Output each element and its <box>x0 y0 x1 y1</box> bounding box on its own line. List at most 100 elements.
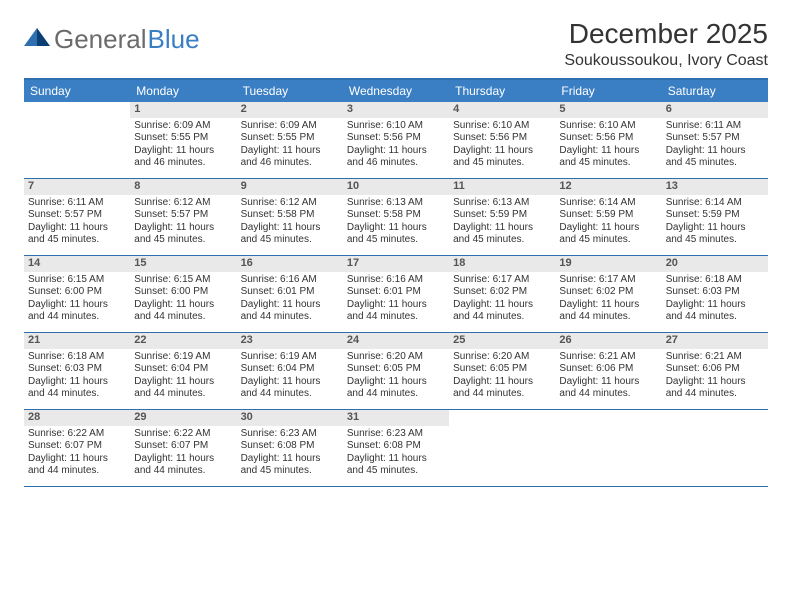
brand-part2: Blue <box>148 24 200 55</box>
sunrise-text: Sunrise: 6:21 AM <box>559 351 657 364</box>
dow-monday: Monday <box>130 80 236 102</box>
day-cell: 19Sunrise: 6:17 AMSunset: 6:02 PMDayligh… <box>555 256 661 332</box>
sunset-text: Sunset: 5:59 PM <box>453 209 551 222</box>
day-cell: 3Sunrise: 6:10 AMSunset: 5:56 PMDaylight… <box>343 102 449 178</box>
sunset-text: Sunset: 6:02 PM <box>453 286 551 299</box>
day-cell: 14Sunrise: 6:15 AMSunset: 6:00 PMDayligh… <box>24 256 130 332</box>
sunrise-text: Sunrise: 6:13 AM <box>453 197 551 210</box>
day-cell <box>555 410 661 486</box>
day-cell: 13Sunrise: 6:14 AMSunset: 5:59 PMDayligh… <box>662 179 768 255</box>
day-number: 11 <box>449 179 555 195</box>
sunset-text: Sunset: 6:00 PM <box>28 286 126 299</box>
daylight-text: Daylight: 11 hours <box>241 299 339 312</box>
sunset-text: Sunset: 6:05 PM <box>347 363 445 376</box>
daylight-text: Daylight: 11 hours <box>28 453 126 466</box>
daylight-text: Daylight: 11 hours <box>453 145 551 158</box>
daylight-text: Daylight: 11 hours <box>347 453 445 466</box>
sunrise-text: Sunrise: 6:10 AM <box>453 120 551 133</box>
day-cell: 1Sunrise: 6:09 AMSunset: 5:55 PMDaylight… <box>130 102 236 178</box>
sunrise-text: Sunrise: 6:18 AM <box>666 274 764 287</box>
logo-mark-icon <box>24 22 50 53</box>
day-number: 28 <box>24 410 130 426</box>
sunset-text: Sunset: 5:59 PM <box>666 209 764 222</box>
daylight-text: and 45 minutes. <box>453 234 551 247</box>
day-cell: 15Sunrise: 6:15 AMSunset: 6:00 PMDayligh… <box>130 256 236 332</box>
daylight-text: Daylight: 11 hours <box>134 299 232 312</box>
daylight-text: and 44 minutes. <box>241 388 339 401</box>
day-number: 1 <box>130 102 236 118</box>
brand-part1: General <box>54 24 147 55</box>
day-cell: 21Sunrise: 6:18 AMSunset: 6:03 PMDayligh… <box>24 333 130 409</box>
sunset-text: Sunset: 5:56 PM <box>559 132 657 145</box>
sunset-text: Sunset: 6:02 PM <box>559 286 657 299</box>
dow-wednesday: Wednesday <box>343 80 449 102</box>
sunrise-text: Sunrise: 6:13 AM <box>347 197 445 210</box>
daylight-text: and 44 minutes. <box>347 311 445 324</box>
dow-tuesday: Tuesday <box>237 80 343 102</box>
sunset-text: Sunset: 5:58 PM <box>347 209 445 222</box>
sunrise-text: Sunrise: 6:23 AM <box>347 428 445 441</box>
daylight-text: Daylight: 11 hours <box>347 299 445 312</box>
day-number: 21 <box>24 333 130 349</box>
sunset-text: Sunset: 5:59 PM <box>559 209 657 222</box>
day-number: 30 <box>237 410 343 426</box>
week-row: 1Sunrise: 6:09 AMSunset: 5:55 PMDaylight… <box>24 102 768 179</box>
daylight-text: Daylight: 11 hours <box>559 222 657 235</box>
location-label: Soukoussoukou, Ivory Coast <box>564 52 768 70</box>
daylight-text: and 44 minutes. <box>134 388 232 401</box>
day-number: 10 <box>343 179 449 195</box>
sunset-text: Sunset: 6:00 PM <box>134 286 232 299</box>
day-number: 8 <box>130 179 236 195</box>
daylight-text: and 45 minutes. <box>241 234 339 247</box>
day-cell: 26Sunrise: 6:21 AMSunset: 6:06 PMDayligh… <box>555 333 661 409</box>
sunrise-text: Sunrise: 6:11 AM <box>666 120 764 133</box>
sunrise-text: Sunrise: 6:19 AM <box>134 351 232 364</box>
day-cell: 25Sunrise: 6:20 AMSunset: 6:05 PMDayligh… <box>449 333 555 409</box>
title-block: December 2025 Soukoussoukou, Ivory Coast <box>564 18 768 70</box>
daylight-text: Daylight: 11 hours <box>241 376 339 389</box>
week-row: 7Sunrise: 6:11 AMSunset: 5:57 PMDaylight… <box>24 179 768 256</box>
sunset-text: Sunset: 6:07 PM <box>28 440 126 453</box>
day-number: 17 <box>343 256 449 272</box>
daylight-text: Daylight: 11 hours <box>666 222 764 235</box>
sunrise-text: Sunrise: 6:22 AM <box>134 428 232 441</box>
day-cell: 23Sunrise: 6:19 AMSunset: 6:04 PMDayligh… <box>237 333 343 409</box>
sunrise-text: Sunrise: 6:21 AM <box>666 351 764 364</box>
daylight-text: Daylight: 11 hours <box>134 222 232 235</box>
sunset-text: Sunset: 6:07 PM <box>134 440 232 453</box>
daylight-text: Daylight: 11 hours <box>241 453 339 466</box>
day-number: 12 <box>555 179 661 195</box>
day-cell: 8Sunrise: 6:12 AMSunset: 5:57 PMDaylight… <box>130 179 236 255</box>
day-number: 25 <box>449 333 555 349</box>
daylight-text: and 45 minutes. <box>241 465 339 478</box>
sunrise-text: Sunrise: 6:23 AM <box>241 428 339 441</box>
daylight-text: and 44 minutes. <box>559 311 657 324</box>
day-number: 13 <box>662 179 768 195</box>
daylight-text: and 44 minutes. <box>666 311 764 324</box>
day-cell: 11 Sunrise: 6:13 AMSunset: 5:59 PMDayligh… <box>449 179 555 255</box>
daylight-text: Daylight: 11 hours <box>453 222 551 235</box>
sunrise-text: Sunrise: 6:16 AM <box>241 274 339 287</box>
daylight-text: and 45 minutes. <box>134 234 232 247</box>
daylight-text: Daylight: 11 hours <box>559 145 657 158</box>
daylight-text: and 45 minutes. <box>666 157 764 170</box>
daylight-text: Daylight: 11 hours <box>28 299 126 312</box>
sunrise-text: Sunrise: 6:22 AM <box>28 428 126 441</box>
sunset-text: Sunset: 5:57 PM <box>666 132 764 145</box>
brand-logo: GeneralBlue <box>24 18 200 55</box>
sunrise-text: Sunrise: 6:17 AM <box>559 274 657 287</box>
sunrise-text: Sunrise: 6:11 AM <box>28 197 126 210</box>
sunrise-text: Sunrise: 6:18 AM <box>28 351 126 364</box>
daylight-text: Daylight: 11 hours <box>134 145 232 158</box>
daylight-text: Daylight: 11 hours <box>241 145 339 158</box>
day-number: 3 <box>343 102 449 118</box>
sunset-text: Sunset: 6:04 PM <box>134 363 232 376</box>
day-number: 5 <box>555 102 661 118</box>
day-cell <box>24 102 130 178</box>
day-cell: 10Sunrise: 6:13 AMSunset: 5:58 PMDayligh… <box>343 179 449 255</box>
day-cell: 31Sunrise: 6:23 AMSunset: 6:08 PMDayligh… <box>343 410 449 486</box>
daylight-text: Daylight: 11 hours <box>347 145 445 158</box>
daylight-text: and 45 minutes. <box>666 234 764 247</box>
daylight-text: Daylight: 11 hours <box>28 376 126 389</box>
day-cell: 30Sunrise: 6:23 AMSunset: 6:08 PMDayligh… <box>237 410 343 486</box>
